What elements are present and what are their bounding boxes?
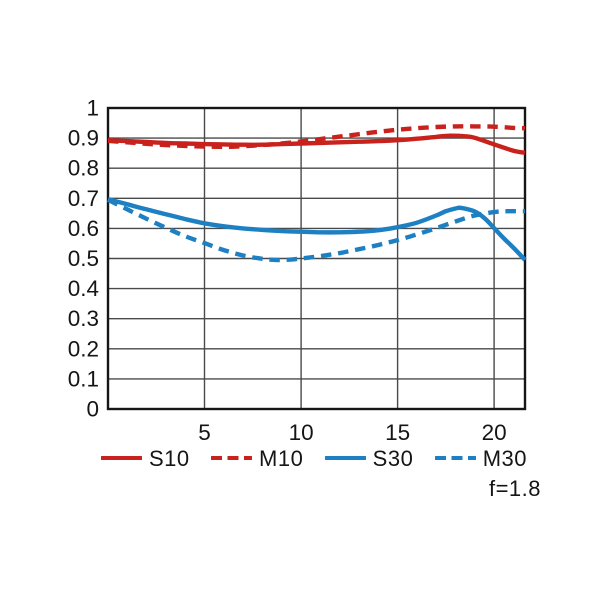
- svg-text:20: 20: [482, 420, 507, 445]
- legend-label-m30: M30: [482, 445, 527, 471]
- svg-text:0.3: 0.3: [68, 306, 99, 331]
- legend-label-s30: S30: [372, 445, 414, 471]
- series-m30-curve: [107, 197, 526, 263]
- legend-item-m30: M30: [434, 445, 527, 471]
- svg-text:0.5: 0.5: [68, 246, 99, 271]
- svg-text:5: 5: [198, 420, 211, 445]
- svg-text:1: 1: [86, 96, 99, 121]
- svg-text:0.7: 0.7: [68, 186, 99, 211]
- svg-text:0.6: 0.6: [68, 216, 99, 241]
- legend-label-s10: S10: [149, 445, 190, 471]
- series-m10-curve: [107, 124, 526, 150]
- gridlines: [108, 107, 525, 410]
- legend-label-m10: M10: [259, 445, 304, 471]
- legend-item-s30: S30: [324, 445, 414, 471]
- x-axis-labels: 5 10 15 20: [198, 420, 506, 445]
- y-axis-labels: 0 0.1 0.2 0.3 0.4 0.5 0.6 0.7 0.8 0.9 1: [68, 96, 99, 422]
- svg-text:0.2: 0.2: [68, 336, 99, 361]
- legend-item-s10: S10: [101, 447, 190, 470]
- legend-item-m10: M10: [211, 447, 303, 470]
- aperture-label: f=1.8: [488, 476, 541, 501]
- svg-text:10: 10: [289, 420, 314, 445]
- svg-text:0.8: 0.8: [68, 156, 99, 181]
- s30-solid-line-swatch: [324, 455, 366, 461]
- svg-text:0.1: 0.1: [68, 366, 99, 391]
- chart-legend: S10 M10 S30 M30: [101, 445, 527, 471]
- svg-text:15: 15: [385, 420, 410, 445]
- m30-dashed-line-swatch: [434, 455, 476, 461]
- svg-text:0.9: 0.9: [68, 126, 99, 151]
- m10-dashed-line-swatch: [211, 455, 253, 461]
- svg-text:0: 0: [86, 397, 99, 422]
- s10-solid-line-swatch: [101, 455, 142, 461]
- series-s10-curve: [107, 133, 526, 155]
- svg-text:0.4: 0.4: [68, 276, 99, 301]
